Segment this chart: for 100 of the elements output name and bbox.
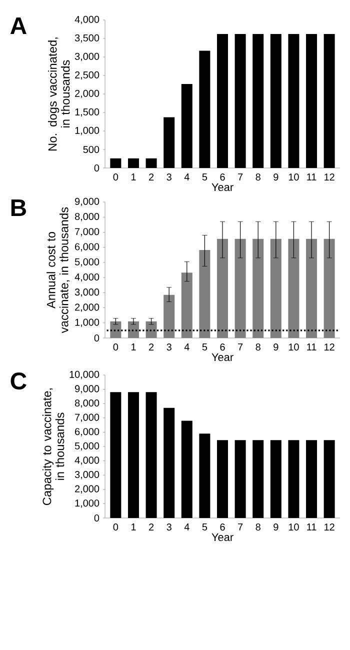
bar	[288, 440, 300, 518]
x-tick-label: 0	[113, 344, 118, 351]
x-tick-label: 10	[288, 524, 299, 531]
y-tick-label: 3,000	[74, 470, 100, 480]
y-axis-title: No. dogs vaccinated, in thousands	[48, 38, 70, 150]
bar	[181, 84, 192, 168]
x-tick-label: 9	[274, 344, 278, 351]
bar	[199, 50, 210, 168]
y-tick-label: 0	[94, 514, 100, 522]
y-tick-label: 2,000	[75, 304, 100, 312]
x-axis-title: Year	[212, 533, 234, 542]
y-tick-label: 4,000	[74, 456, 100, 465]
x-tick-label: 5	[202, 174, 208, 180]
bar	[252, 440, 264, 518]
bar	[164, 117, 175, 168]
x-tick-label: 12	[324, 524, 334, 530]
x-tick-label: 11	[307, 174, 316, 180]
x-tick-label: 6	[220, 524, 225, 531]
bar	[181, 420, 192, 518]
x-tick-label: 11	[307, 344, 316, 350]
bar	[324, 34, 335, 168]
chart-title: B	[11, 200, 26, 216]
x-tick-label: 7	[238, 174, 243, 180]
bar	[217, 34, 228, 168]
y-tick-label: 7,000	[75, 414, 100, 422]
x-tick-label: 5	[202, 524, 208, 530]
y-tick-label: 8,000	[74, 213, 100, 222]
y-tick-label: 3,000	[74, 52, 100, 62]
bar	[110, 158, 122, 168]
bar	[128, 158, 139, 168]
bar	[306, 440, 318, 518]
y-tick-label: 2,000	[75, 485, 100, 494]
x-tick-label: 9	[274, 174, 278, 181]
bar	[164, 408, 175, 518]
y-tick-label: 500	[83, 146, 100, 154]
x-tick-label: 1	[131, 174, 136, 180]
y-tick-label: 1,500	[75, 108, 100, 117]
bar	[199, 434, 210, 518]
x-axis-title: Year	[212, 353, 234, 362]
y-tick-label: 4,000	[74, 273, 100, 282]
bar	[217, 440, 228, 518]
x-tick-label: 9	[274, 524, 278, 531]
x-tick-label: 12	[324, 174, 334, 180]
y-tick-label: 9,000	[75, 198, 100, 206]
bar	[110, 392, 122, 518]
bar	[270, 34, 282, 168]
x-tick-label: 8	[256, 524, 260, 531]
y-tick-label: 1,000	[75, 126, 100, 136]
bar	[270, 440, 282, 518]
y-tick-label: 10,000	[70, 370, 100, 380]
x-tick-label: 3	[166, 174, 172, 181]
x-tick-label: 1	[131, 524, 136, 530]
y-tick-label: 0	[94, 334, 100, 342]
y-axis-title: Capacity to vaccinate, in thousands	[42, 388, 64, 506]
chart-title: A	[10, 18, 26, 34]
x-tick-label: 4	[184, 174, 190, 180]
x-tick-label: 2	[149, 174, 154, 180]
x-tick-label: 7	[238, 344, 243, 350]
y-tick-label: 3,000	[74, 288, 100, 297]
y-tick-label: 6,000	[75, 243, 100, 252]
x-tick-label: 3	[166, 344, 172, 351]
y-tick-label: 1,000	[75, 500, 100, 508]
x-tick-label: 8	[256, 344, 260, 351]
x-tick-label: 3	[166, 524, 172, 531]
y-tick-label: 3,500	[74, 34, 100, 43]
x-tick-label: 12	[324, 344, 334, 350]
bar	[146, 392, 157, 518]
x-tick-label: 6	[220, 174, 225, 181]
y-axis-title: Annual cost to vaccinate, in thousands	[46, 207, 70, 334]
bar	[306, 34, 318, 168]
x-tick-label: 10	[288, 174, 299, 181]
y-tick-label: 7,000	[75, 228, 100, 236]
y-tick-label: 5,000	[74, 442, 100, 451]
bar	[252, 34, 264, 168]
x-tick-label: 2	[149, 344, 154, 350]
bar	[234, 34, 246, 168]
y-tick-label: 1,000	[75, 318, 100, 328]
bar	[288, 34, 300, 168]
y-tick-label: 6,000	[75, 428, 100, 436]
bar	[146, 158, 157, 168]
bar	[234, 440, 246, 518]
x-tick-label: 6	[220, 344, 225, 351]
chart-title: C	[10, 372, 26, 390]
x-tick-label: 8	[256, 174, 260, 181]
y-tick-label: 4,000	[74, 16, 100, 24]
x-tick-label: 0	[113, 524, 118, 531]
x-tick-label: 4	[184, 344, 190, 350]
x-tick-label: 1	[131, 344, 136, 350]
x-tick-label: 7	[238, 524, 243, 530]
y-tick-label: 8,000	[74, 399, 100, 408]
y-tick-label: 9,000	[75, 385, 100, 394]
x-axis-title: Year	[212, 183, 234, 192]
x-tick-label: 10	[288, 344, 299, 351]
x-tick-label: 11	[307, 524, 316, 530]
y-tick-label: 0	[94, 164, 100, 172]
y-tick-label: 2,500	[75, 71, 100, 80]
x-tick-label: 0	[113, 174, 118, 181]
y-tick-label: 2,000	[75, 90, 100, 98]
bar	[324, 440, 335, 518]
bar	[128, 392, 139, 518]
